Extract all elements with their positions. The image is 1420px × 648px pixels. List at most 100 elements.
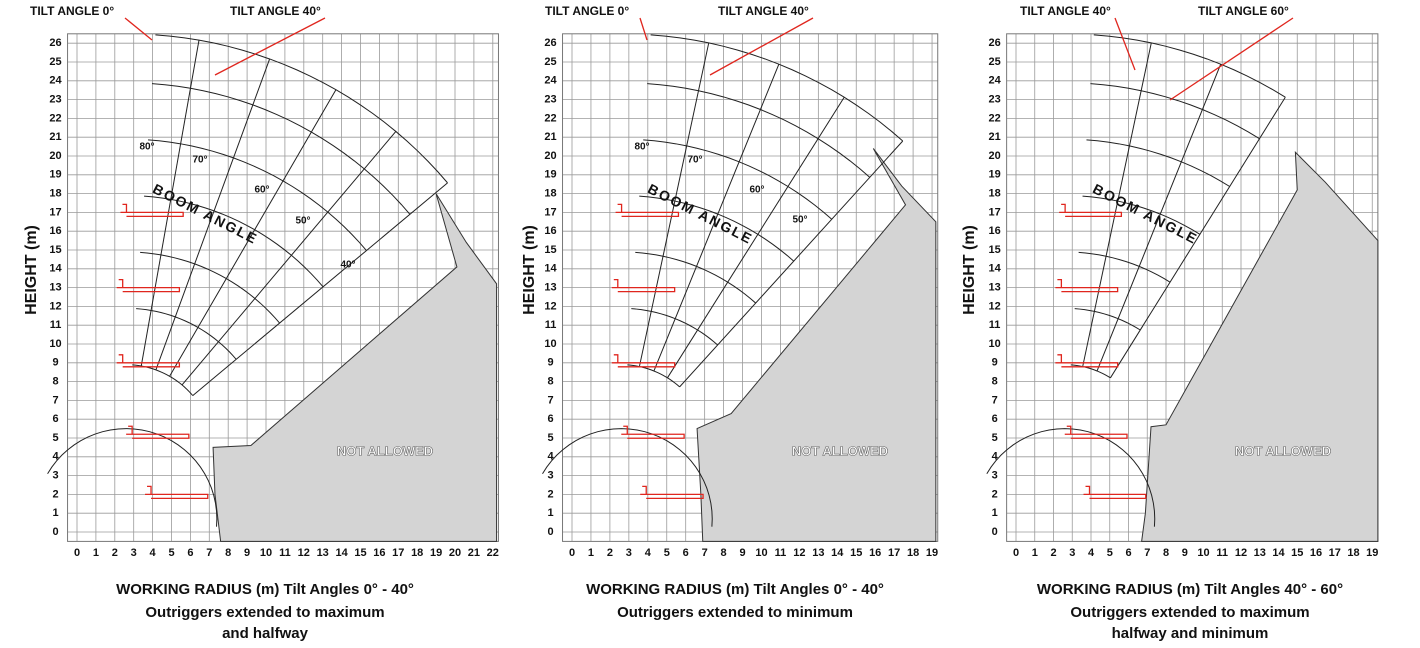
x-tick-label: 5 — [168, 547, 174, 559]
caption-line: Outriggers extended to minimum — [617, 604, 853, 621]
x-tick-label: 8 — [1163, 547, 1169, 559]
boom-angle-line — [653, 64, 780, 372]
y-tick-label: 23 — [49, 94, 61, 106]
boom-sketch — [145, 485, 209, 500]
y-tick-label: 8 — [992, 376, 998, 388]
y-tick-label: 6 — [547, 413, 553, 425]
stabilizer-arc — [542, 428, 713, 527]
angle-label: 60° — [254, 185, 269, 196]
y-tick-label: 13 — [49, 282, 61, 294]
x-tick-label: 15 — [1291, 547, 1303, 559]
x-tick-label: 19 — [1366, 547, 1378, 559]
envelope-arc — [1090, 83, 1260, 140]
boom-sketch — [1055, 354, 1119, 368]
y-tick-label: 4 — [992, 451, 999, 463]
envelope-arc — [631, 308, 718, 346]
envelope-arc — [155, 34, 448, 184]
x-tick-label: 19 — [926, 547, 938, 559]
x-tick-label: 17 — [888, 547, 900, 559]
x-tick-label: 16 — [373, 547, 385, 559]
not-allowed-label: NOT ALLOWED — [1235, 443, 1331, 458]
envelope-arc — [132, 364, 194, 396]
y-tick-label: 18 — [49, 188, 61, 200]
envelope-arc — [1070, 364, 1111, 379]
y-tick-label: 24 — [49, 75, 62, 87]
not-allowed-label: NOT ALLOWED — [337, 443, 433, 458]
x-tick-label: 16 — [1310, 547, 1322, 559]
x-tick-label: 12 — [298, 547, 310, 559]
x-tick-label: 17 — [1329, 547, 1341, 559]
y-tick-label: 17 — [544, 206, 556, 218]
stabilizer-arc — [47, 428, 218, 527]
tilt-angle-label: TILT ANGLE 40° — [230, 4, 321, 18]
y-tick-label: 26 — [49, 37, 61, 49]
x-tick-label: 22 — [487, 547, 499, 559]
boom-sketch — [1064, 425, 1128, 439]
x-tick-label: 3 — [131, 547, 137, 559]
x-tick-label: 17 — [392, 547, 404, 559]
y-tick-label: 0 — [547, 526, 553, 538]
y-tick-label: 20 — [989, 150, 1001, 162]
y-tick-label: 11 — [545, 319, 557, 331]
y-tick-label: 21 — [544, 131, 556, 143]
envelope-arc — [647, 83, 871, 178]
x-tick-label: 14 — [1272, 547, 1285, 559]
y-tick-label: 5 — [992, 432, 998, 444]
y-tick-label: 16 — [989, 225, 1001, 237]
not-allowed-region — [696, 148, 937, 542]
y-axis-label: HEIGHT (m) — [521, 225, 538, 315]
boom-sketch — [1059, 203, 1123, 218]
y-tick-label: 8 — [547, 376, 553, 388]
y-tick-label: 12 — [989, 300, 1001, 312]
y-tick-label: 18 — [544, 188, 556, 200]
x-tick-label: 16 — [869, 547, 881, 559]
x-tick-label: 4 — [150, 547, 157, 559]
x-tick-label: 6 — [1125, 547, 1131, 559]
envelope-arc — [1078, 251, 1171, 283]
x-tick-label: 21 — [468, 547, 480, 559]
boom-sketch — [1055, 278, 1119, 293]
y-tick-label: 3 — [992, 470, 998, 482]
x-tick-label: 15 — [354, 547, 366, 559]
envelope-arc — [643, 139, 833, 220]
y-tick-label: 2 — [52, 488, 58, 500]
boom-sketch — [116, 354, 181, 368]
tilt-angle-label: TILT ANGLE 40° — [1020, 4, 1111, 18]
y-tick-label: 0 — [992, 526, 998, 538]
x-tick-label: 0 — [74, 547, 80, 559]
y-tick-label: 2 — [547, 488, 553, 500]
x-tick-label: 0 — [569, 547, 575, 559]
envelope-arc — [151, 83, 411, 215]
x-tick-label: 10 — [755, 547, 767, 559]
y-tick-label: 15 — [49, 244, 61, 256]
y-tick-label: 10 — [544, 338, 556, 350]
y-tick-label: 19 — [989, 169, 1001, 181]
y-tick-label: 17 — [49, 206, 61, 218]
boom-angle-line — [1082, 42, 1152, 367]
y-tick-label: 7 — [547, 394, 553, 406]
tilt-pointer — [709, 17, 814, 76]
angle-label: 60° — [749, 185, 764, 196]
not-allowed-region — [212, 193, 498, 542]
y-tick-label: 4 — [52, 451, 59, 463]
x-tick-label: 2 — [1050, 547, 1056, 559]
tilt-pointer — [1169, 17, 1294, 101]
angle-label: 70° — [687, 155, 702, 166]
y-tick-label: 23 — [544, 94, 556, 106]
boom-angle-line — [192, 182, 448, 396]
y-tick-label: 10 — [989, 338, 1001, 350]
boom-angle-label: BOOM ANGLE — [150, 180, 261, 247]
y-tick-label: 25 — [989, 56, 1001, 68]
tilt-angle-label: TILT ANGLE 0° — [545, 4, 629, 18]
boom-angle-line — [181, 131, 397, 386]
angle-label: 50° — [295, 216, 310, 227]
envelope-arc — [639, 195, 795, 262]
x-tick-label: 1 — [93, 547, 99, 559]
angle-label: 50° — [792, 215, 807, 226]
boom-angle-line — [169, 89, 337, 377]
y-tick-label: 22 — [544, 112, 556, 124]
envelope-arc — [1093, 34, 1286, 98]
tilt-angle-label: TILT ANGLE 40° — [718, 4, 809, 18]
y-tick-label: 24 — [544, 75, 557, 87]
